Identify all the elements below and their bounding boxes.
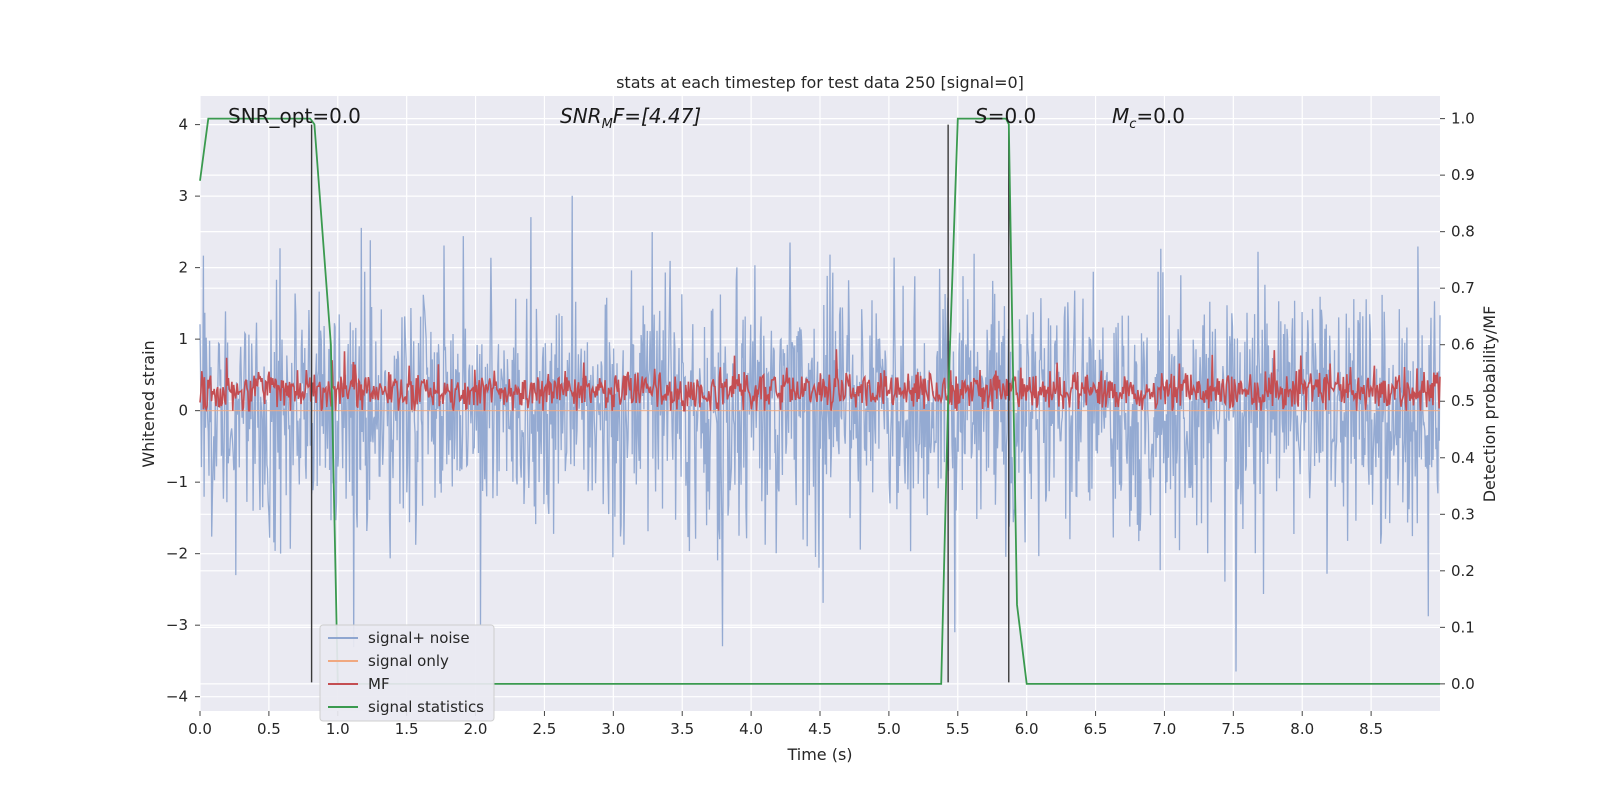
y-tick-label: −3: [166, 616, 188, 634]
series-mf: [199, 349, 1441, 413]
series-signal-noise: [199, 195, 1441, 672]
chart-title: stats at each timestep for test data 250…: [616, 73, 1024, 92]
x-tick-label: 6.5: [1084, 720, 1108, 738]
x-tick-label: 8.0: [1290, 720, 1314, 738]
y-tick-label: 0: [178, 402, 188, 420]
y-tick-label: −1: [166, 473, 188, 491]
legend-box: [319, 624, 495, 722]
signal-statistics-line: [199, 117, 1440, 685]
annotation-snr-mf-main: SNR: [560, 104, 602, 128]
x-axis-label: Time (s): [786, 745, 852, 764]
legend: signal+ noise signal only MF signal stat…: [319, 624, 495, 722]
y-tick-label: 4: [178, 116, 188, 134]
x-tick-label: 3.5: [670, 720, 694, 738]
annotation-snr-opt: SNR_opt=0.0: [228, 104, 361, 128]
y-tick-label: −2: [166, 545, 188, 563]
x-tick-label: 0.5: [257, 720, 281, 738]
legend-label-stats: signal statistics: [368, 698, 484, 716]
x-tick-label: 5.0: [877, 720, 901, 738]
series-signal-statistics: [199, 117, 1440, 685]
mf-line: [199, 349, 1441, 413]
annotation-s: S=0.0: [975, 104, 1036, 128]
annotation-mc: Mc=0.0: [1112, 104, 1185, 132]
annotation-mc-rest: =0.0: [1136, 104, 1185, 128]
y-right-tick-label: 0.2: [1451, 562, 1475, 580]
y-tick-label: 3: [178, 187, 188, 205]
y-axis-label: Whitened strain: [139, 340, 158, 467]
annotation-snr-mf-rest: F=[4.47]: [613, 104, 701, 128]
y-tick-label: −4: [166, 688, 188, 706]
y-tick-label: 2: [178, 259, 188, 277]
annotation-snr-mf-sub: M: [602, 117, 613, 132]
y-right-tick-label: 1.0: [1451, 110, 1475, 128]
annotation-mc-main: M: [1112, 104, 1129, 128]
y-right-tick-label: 0.3: [1451, 505, 1475, 523]
x-tick-label: 4.0: [739, 720, 763, 738]
x-tick-label: 2.5: [533, 720, 557, 738]
y-right-tick-label: 0.5: [1451, 392, 1475, 410]
y-right-tick-label: 0.8: [1451, 223, 1475, 241]
x-tick-label: 2.0: [464, 720, 488, 738]
y-right-tick-label: 0.0: [1451, 675, 1475, 693]
y-right-tick-label: 0.9: [1451, 166, 1475, 184]
y-right-tick-label: 0.4: [1451, 449, 1475, 467]
y-right-tick-label: 0.1: [1451, 618, 1475, 636]
annotation-snr-mf: SNRMF=[4.47]: [560, 104, 701, 132]
annotation-s-rest: =0.0: [988, 104, 1037, 128]
annotation-s-main: S: [975, 104, 988, 128]
x-tick-label: 1.0: [326, 720, 350, 738]
x-tick-label: 0.0: [188, 720, 212, 738]
annotation-mc-sub: c: [1129, 117, 1136, 132]
x-tick-label: 7.0: [1153, 720, 1177, 738]
x-tick-label: 8.5: [1359, 720, 1383, 738]
y-tick-label: 1: [178, 330, 188, 348]
x-tick-label: 4.5: [808, 720, 832, 738]
x-tick-label: 5.5: [946, 720, 970, 738]
legend-label-signal: signal only: [368, 652, 449, 670]
x-tick-label: 6.0: [1015, 720, 1039, 738]
x-tick-label: 1.5: [395, 720, 419, 738]
y-right-tick-label: 0.6: [1451, 336, 1475, 354]
legend-label-noise: signal+ noise: [368, 629, 470, 647]
legend-label-mf: MF: [368, 675, 390, 693]
tick-labels: 0.0 0.5 1.0 1.5 2.0 2.5 3.0 3.5 4.0 4.5 5.0 5.5 6.0 6…: [166, 110, 1475, 738]
y-right-tick-label: 0.7: [1451, 279, 1475, 297]
x-tick-label: 3.0: [601, 720, 625, 738]
noise-line: [199, 195, 1441, 672]
y-axis-right-label: Detection probability/MF: [1480, 306, 1499, 503]
x-tick-label: 7.5: [1221, 720, 1245, 738]
